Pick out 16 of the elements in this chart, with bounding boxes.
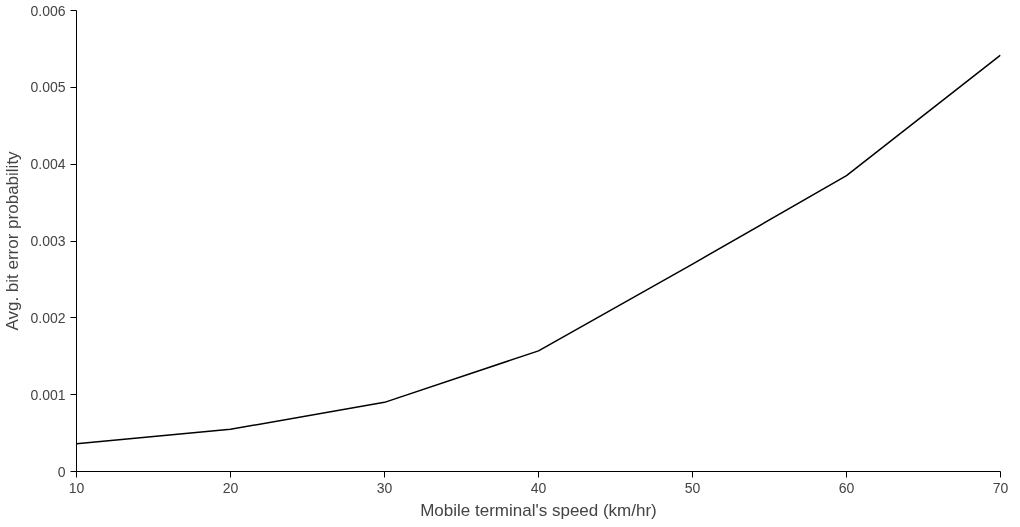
x-tick-label: 30 (376, 479, 393, 496)
y-tick-label: 0.002 (30, 309, 66, 326)
x-tick-label: 60 (838, 479, 855, 496)
x-tick-label: 70 (992, 479, 1009, 496)
y-tick-label: 0.005 (30, 79, 66, 96)
x-tick-label: 10 (68, 479, 85, 496)
x-axis-title: Mobile terminal's speed (km/hr) (420, 500, 657, 520)
x-tick-label: 20 (222, 479, 239, 496)
x-tick-label: 50 (684, 479, 701, 496)
y-tick-label: 0 (57, 463, 66, 480)
x-tick-label: 40 (530, 479, 547, 496)
y-tick-label: 0.003 (30, 233, 66, 249)
y-tick-label: 0.006 (30, 2, 66, 19)
y-tick-label: 0.004 (30, 156, 66, 173)
y-axis-title: Avg. bit error probability (3, 150, 23, 331)
y-tick-label: 0.001 (30, 386, 66, 403)
